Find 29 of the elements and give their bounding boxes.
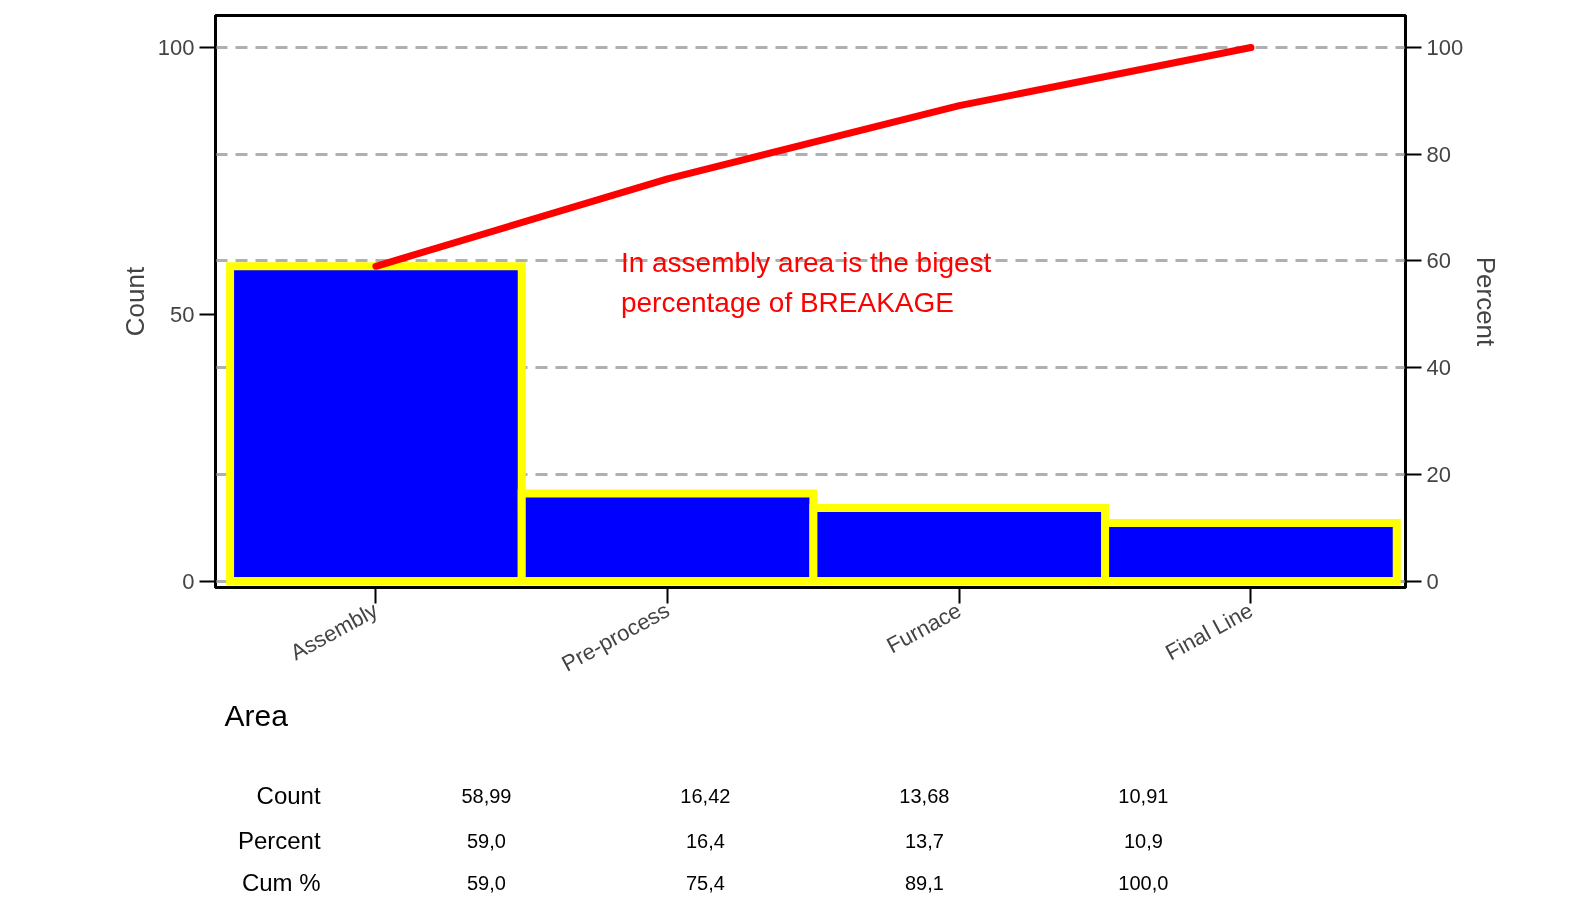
text: 13,7 — [904, 829, 944, 852]
data-label: 58,99 — [461, 784, 512, 807]
y2-axis-title: Percent — [1471, 256, 1502, 348]
y-tick-label: 0 — [182, 568, 195, 594]
data-label: 59,0 — [466, 871, 506, 894]
data-label: 10,91 — [1118, 784, 1169, 807]
text: Cum % — [241, 869, 321, 896]
y2-tick-label: 100 — [1426, 35, 1464, 61]
y2-tick-label: 80 — [1426, 141, 1451, 167]
y2-tick-label: 60 — [1426, 248, 1451, 274]
y2-tick-label: 20 — [1426, 461, 1451, 487]
data-label: 89,1 — [904, 871, 944, 894]
y-tick-label: 100 — [157, 35, 195, 61]
y-tick-label: 50 — [170, 301, 195, 327]
x-axis-title: Area — [224, 699, 289, 732]
text: Count — [256, 782, 321, 809]
data-label: 75,4 — [685, 871, 725, 894]
text: 59,0 — [466, 829, 506, 852]
data-label: 13,68 — [899, 784, 950, 807]
y2-tick-label: 40 — [1426, 355, 1451, 381]
data-label: 16,42 — [680, 784, 731, 807]
annotation: In assembly area is the bigest percentage of BREAKAGE — [620, 246, 992, 318]
y-axis-title: Count — [119, 266, 150, 337]
data-label: 100,0 — [1118, 871, 1169, 894]
text: Percent — [237, 827, 321, 854]
text: 10,9 — [1123, 829, 1163, 852]
y2-tick-label: 0 — [1426, 568, 1439, 594]
text: 16,4 — [685, 829, 725, 852]
x-tick-label: Final Line — [1161, 597, 1257, 666]
